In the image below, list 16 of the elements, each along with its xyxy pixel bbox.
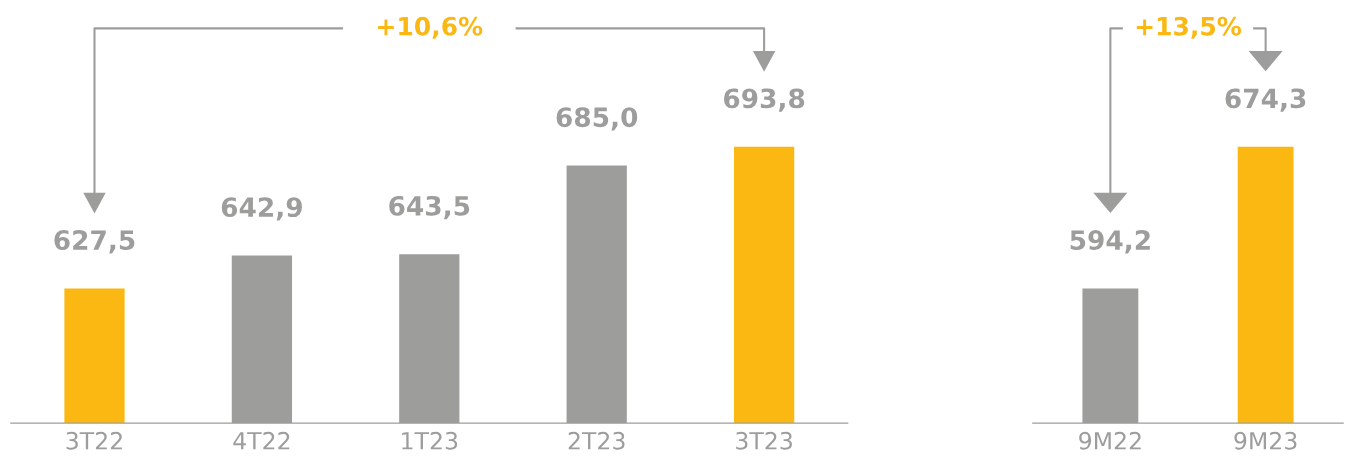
data-label: 674,3 xyxy=(1225,88,1306,112)
x-tick-label: 4T22 xyxy=(233,431,290,450)
data-label: 693,8 xyxy=(724,88,805,112)
text: +13,5% xyxy=(1136,16,1242,39)
x-tick-label: 3T23 xyxy=(736,431,792,450)
x-tick-label: 9M23 xyxy=(1234,431,1297,450)
data-label: 685,0 xyxy=(556,107,638,131)
x-tick-label: 1T23 xyxy=(402,431,458,450)
x-tick-label: 2T23 xyxy=(568,431,625,450)
data-label: 642,9 xyxy=(221,197,302,221)
data-label: 643,5 xyxy=(389,195,470,220)
text: +10,6% xyxy=(378,16,483,39)
data-label: 627,5 xyxy=(54,230,135,254)
data-label: 594,2 xyxy=(1070,230,1150,254)
x-tick-label: 9M22 xyxy=(1079,431,1141,450)
x-tick-label: 3T22 xyxy=(66,431,122,450)
